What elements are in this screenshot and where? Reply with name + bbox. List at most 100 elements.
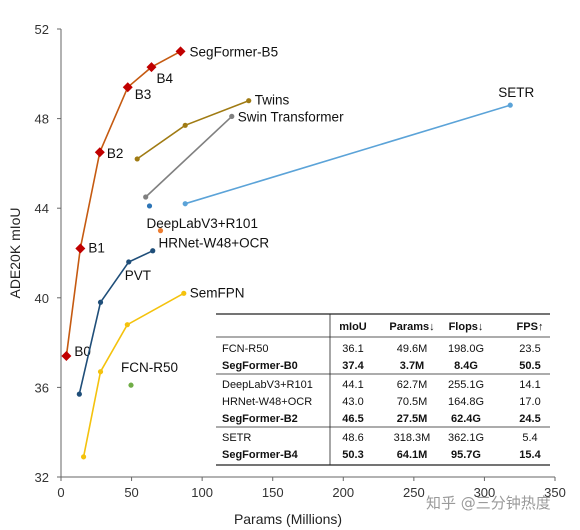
y-tick-label: 52 xyxy=(35,22,49,37)
table-cell: 37.4 xyxy=(342,360,364,372)
data-point-marker xyxy=(229,113,235,119)
x-axis-title: Params (Millions) xyxy=(234,511,342,527)
data-label: SemFPN xyxy=(190,285,245,300)
y-tick-label: 48 xyxy=(35,112,49,127)
table-cell: 8.4G xyxy=(454,360,478,372)
data-point-marker xyxy=(507,102,513,108)
table-cell: 164.8G xyxy=(448,396,484,408)
series-segformer: B0 B1 B2 B3 B4 SegFormer-B5 xyxy=(61,44,279,362)
series-twins: Twins xyxy=(134,93,290,162)
x-tick-label: 250 xyxy=(403,485,425,500)
data-label: Twins xyxy=(255,93,290,108)
table-cell: 255.1G xyxy=(448,379,484,391)
series-line xyxy=(136,99,249,160)
y-tick-label: 40 xyxy=(35,291,49,306)
data-label: DeepLabV3+R101 xyxy=(146,216,257,231)
x-tick-label: 350 xyxy=(544,485,566,500)
x-tick-label: 200 xyxy=(332,485,354,500)
data-label: SegFormer-B5 xyxy=(190,44,279,59)
data-label: HRNet-W48+OCR xyxy=(159,236,270,251)
x-tick-label: 0 xyxy=(57,485,64,500)
watermark-text: 知乎 @三分钟热度 xyxy=(426,494,551,512)
table-cell: 318.3M xyxy=(394,432,431,444)
series-line xyxy=(82,292,185,457)
table-cell: 62.4G xyxy=(451,413,481,425)
data-point-marker xyxy=(128,382,134,388)
data-point-marker xyxy=(122,82,133,93)
comparison-table: mIoU Params↓ Flops↓ FPS↑ FCN-R50 36.1 49.6M 198… xyxy=(216,313,550,466)
table-cell: 44.1 xyxy=(342,379,363,391)
table-cell: 49.6M xyxy=(397,343,428,355)
data-label: B1 xyxy=(88,241,105,256)
data-point-marker xyxy=(97,299,104,305)
data-point-marker xyxy=(182,201,188,207)
table-cell: 23.5 xyxy=(519,343,540,355)
table-cell: 36.1 xyxy=(342,343,363,355)
data-point-marker xyxy=(150,248,156,254)
data-point-marker xyxy=(80,454,87,460)
series-line xyxy=(78,250,154,395)
data-point-marker xyxy=(94,147,105,158)
series-swin-transformer: Swin Transformer xyxy=(143,109,344,200)
data-point-marker xyxy=(182,122,188,128)
data-label: B4 xyxy=(156,71,173,86)
table-cell: 5.4 xyxy=(522,432,537,444)
x-tick-label: 100 xyxy=(191,485,213,500)
series-pvt: PVT xyxy=(76,248,156,397)
table-header-cell: FPS↑ xyxy=(517,321,544,333)
data-point-marker xyxy=(146,62,157,73)
table-header-cell: mIoU xyxy=(339,321,367,333)
data-label: B0 xyxy=(74,344,91,359)
table-cell: DeepLabV3+R101 xyxy=(222,379,313,391)
data-point-marker xyxy=(146,203,153,209)
table-cell: FCN-R50 xyxy=(222,343,268,355)
table-cell: 95.7G xyxy=(451,449,481,461)
data-label: SETR xyxy=(498,85,534,100)
table-cell: 15.4 xyxy=(519,449,541,461)
table-cell: 64.1M xyxy=(397,449,428,461)
x-tick-label: 300 xyxy=(474,485,496,500)
y-tick-label: 36 xyxy=(35,380,49,395)
data-point-marker xyxy=(61,351,72,362)
data-point-marker xyxy=(134,156,140,162)
data-label: PVT xyxy=(125,268,151,283)
table-cell: 14.1 xyxy=(519,379,540,391)
table-cell: 17.0 xyxy=(519,396,540,408)
data-point-marker xyxy=(75,243,86,254)
y-tick-label: 44 xyxy=(35,201,49,216)
series-line xyxy=(65,50,181,357)
table-cell: 62.7M xyxy=(397,379,428,391)
data-label: B3 xyxy=(135,87,152,102)
table-cell: SETR xyxy=(222,432,251,444)
series-deeplabv3-r101: DeepLabV3+R101 xyxy=(146,203,258,231)
y-tick-label: 32 xyxy=(35,470,49,485)
series-semfpn: SemFPN xyxy=(80,285,245,460)
series-setr: SETR xyxy=(182,85,535,207)
series-hrnet-w48-ocr: HRNet-W48+OCR xyxy=(157,228,270,251)
table-cell: 43.0 xyxy=(342,396,363,408)
table-header-cell: Flops↓ xyxy=(449,321,484,333)
y-axis-title: ADE20K mIoU xyxy=(7,207,23,298)
series-fcn-r50: FCN-R50 xyxy=(121,360,178,388)
table-cell: SegFormer-B0 xyxy=(222,360,298,372)
data-point-marker xyxy=(157,228,164,234)
table-cell: 48.6 xyxy=(342,432,363,444)
table-cell: 24.5 xyxy=(519,413,540,425)
table-cell: 3.7M xyxy=(400,360,424,372)
data-point-marker xyxy=(143,194,149,200)
table-cell: SegFormer-B4 xyxy=(222,449,299,461)
x-tick-label: 150 xyxy=(262,485,284,500)
data-point-marker xyxy=(126,259,132,265)
series-line xyxy=(145,115,233,198)
table-cell: 70.5M xyxy=(397,396,428,408)
data-point-marker xyxy=(246,98,252,104)
table-cell: 27.5M xyxy=(397,413,428,425)
table-cell: 46.5 xyxy=(342,413,363,425)
table-cell: HRNet-W48+OCR xyxy=(222,396,312,408)
data-label: FCN-R50 xyxy=(121,360,178,375)
data-label: B2 xyxy=(107,146,124,161)
data-point-marker xyxy=(124,322,130,328)
table-cell: SegFormer-B2 xyxy=(222,413,298,425)
